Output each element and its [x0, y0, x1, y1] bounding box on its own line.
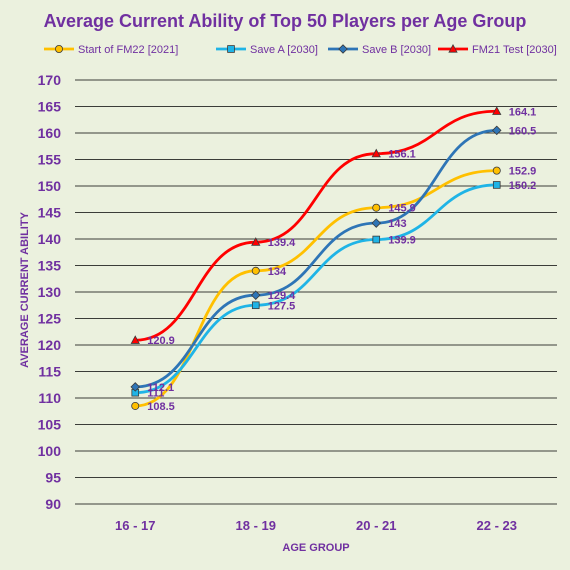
y-tick-label: 105 — [38, 417, 62, 433]
legend-label: Save A [2030] — [250, 44, 318, 56]
data-point — [372, 235, 381, 244]
data-label: 145.9 — [388, 203, 416, 215]
y-tick-label: 90 — [45, 496, 61, 512]
series-line — [135, 128, 497, 389]
data-point — [492, 106, 502, 115]
y-tick-label: 125 — [38, 311, 62, 327]
data-point — [251, 266, 260, 275]
legend-marker — [448, 43, 458, 53]
data-point — [130, 335, 140, 344]
data-point — [250, 290, 261, 300]
legend-item: FM21 Test [2030] — [438, 43, 557, 56]
data-label: 139.4 — [268, 237, 296, 249]
y-tick-label: 165 — [38, 99, 62, 115]
legend-item: Save A [2030] — [216, 44, 318, 56]
data-label: 129.4 — [268, 290, 296, 302]
series-group — [130, 106, 502, 410]
x-axis-label: AGE GROUP — [282, 542, 349, 554]
y-axis-label: AVERAGE CURRENT ABILITY — [19, 211, 31, 368]
series-line — [135, 109, 497, 342]
data-label: 134 — [268, 266, 287, 278]
legend-marker — [55, 45, 64, 54]
data-point — [372, 203, 381, 212]
y-tick-label: 100 — [38, 443, 62, 459]
data-label: 150.2 — [509, 180, 537, 192]
x-tick-label: 16 - 17 — [115, 518, 155, 533]
y-tick-label: 140 — [38, 231, 62, 247]
x-tick-label: 20 - 21 — [356, 518, 396, 533]
data-point — [371, 148, 381, 158]
data-point — [131, 401, 140, 410]
data-label: 112.1 — [147, 382, 174, 394]
legend-item: Save B [2030] — [328, 44, 431, 56]
legend-label: Save B [2030] — [362, 44, 431, 56]
data-point — [492, 166, 501, 175]
y-tick-label: 150 — [38, 178, 62, 194]
y-tick-label: 115 — [38, 364, 61, 380]
data-label: 127.5 — [268, 300, 296, 312]
y-tick-label: 120 — [38, 337, 62, 353]
y-tick-label: 135 — [38, 258, 62, 274]
data-label: 152.9 — [509, 166, 537, 178]
data-point — [130, 382, 141, 392]
legend: Start of FM22 [2021] Save A [2030] Save B … — [44, 43, 557, 56]
gridlines — [75, 79, 557, 505]
y-tick-label: 155 — [38, 152, 62, 168]
y-tick-label: 145 — [38, 205, 62, 221]
legend-label: Start of FM22 [2021] — [78, 44, 178, 56]
x-tick-label: 22 - 23 — [477, 518, 517, 533]
legend-marker — [227, 45, 235, 53]
data-labels: 108.5 134 145.9 152.9 111 127.5 139.9 150.2 112.… — [147, 106, 536, 413]
legend-label: FM21 Test [2030] — [472, 44, 557, 56]
y-tick-label: 110 — [38, 390, 61, 406]
data-point — [251, 237, 261, 246]
series-line — [135, 183, 497, 395]
data-label: 156.1 — [388, 149, 416, 161]
data-point — [371, 218, 382, 228]
data-label: 139.9 — [388, 235, 416, 247]
legend-item: Start of FM22 [2021] — [44, 44, 178, 56]
x-tick-label: 18 - 19 — [236, 518, 276, 533]
y-tick-label: 130 — [38, 284, 62, 300]
data-point — [251, 301, 260, 310]
data-label: 111 — [147, 388, 164, 400]
y-tick-label: 160 — [38, 125, 62, 141]
chart-title: Average Current Ability of Top 50 Player… — [44, 11, 527, 31]
data-label: 108.5 — [147, 401, 175, 413]
x-axis-ticks: 16 - 17 18 - 19 20 - 21 22 - 23 — [115, 518, 517, 533]
y-tick-label: 95 — [45, 470, 61, 486]
data-label: 143 — [388, 218, 406, 230]
y-tick-label: 170 — [38, 72, 62, 88]
data-label: 164.1 — [509, 106, 537, 118]
legend-marker — [338, 44, 348, 54]
data-point — [491, 125, 502, 136]
data-label: 120.9 — [147, 335, 175, 347]
data-label: 160.5 — [509, 125, 537, 137]
y-axis-ticks: 90 95 100 105 110 115 120 125 130 135 140 145 150 155… — [38, 72, 62, 512]
data-point — [492, 181, 501, 189]
